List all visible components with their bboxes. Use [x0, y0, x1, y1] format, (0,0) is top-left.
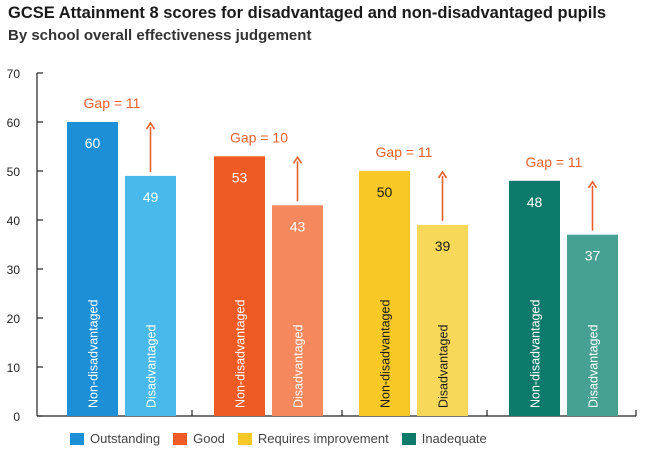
gap-label-requires-improvement: Gap = 11 — [376, 144, 433, 160]
gap-arrow-head — [437, 170, 448, 179]
bar-category-label: Disadvantaged — [145, 325, 159, 408]
y-tick-label: 50 — [7, 165, 21, 179]
bar-inadequate-non-disadvantaged — [509, 180, 560, 416]
data-label-requires-improvement-non-disadvantaged: 50 — [377, 184, 393, 200]
bar-good-non-disadvantaged — [214, 156, 265, 417]
gap-label-outstanding: Gap = 11 — [84, 95, 141, 111]
data-label-good-disadvantaged: 43 — [290, 218, 306, 234]
chart-legend: Outstanding Good Requires improvement In… — [70, 431, 500, 446]
gap-label-good: Gap = 10 — [230, 129, 288, 145]
bar-requires-improvement-non-disadvantaged — [359, 171, 410, 416]
legend-swatch-inadequate — [401, 432, 416, 445]
bar-outstanding-non-disadvantaged — [67, 122, 118, 416]
legend-label-outstanding: Outstanding — [90, 431, 161, 446]
y-tick-label: 60 — [7, 116, 21, 130]
legend-item-requires-improvement: Requires improvement — [237, 431, 389, 446]
gap-label-inadequate: Gap = 11 — [526, 154, 583, 170]
bar-category-label: Non-disadvantaged — [529, 300, 543, 408]
data-label-inadequate-non-disadvantaged: 48 — [527, 194, 543, 210]
y-tick-label: 30 — [7, 263, 21, 277]
y-tick-label: 70 — [7, 67, 21, 81]
chart-title: GCSE Attainment 8 scores for disadvantag… — [8, 4, 607, 22]
data-label-inadequate-disadvantaged: 37 — [585, 248, 601, 264]
bar-good-disadvantaged — [272, 205, 323, 416]
legend-swatch-outstanding — [70, 432, 84, 445]
y-tick-label: 0 — [13, 410, 20, 424]
legend-swatch-good — [173, 432, 188, 445]
bar-outstanding-disadvantaged — [125, 175, 176, 416]
legend-label-good: Good — [193, 431, 225, 446]
bar-category-label: Non-disadvantaged — [87, 300, 101, 408]
y-tick-label: 20 — [7, 312, 21, 326]
bar-category-label: Non-disadvantaged — [379, 300, 393, 408]
legend-item-good: Good — [173, 431, 225, 446]
gap-arrow-head — [587, 180, 598, 189]
data-label-good-non-disadvantaged: 53 — [232, 169, 248, 185]
gap-arrow-head — [145, 121, 156, 130]
bar-inadequate-disadvantaged — [567, 234, 618, 416]
chart-subtitle: By school overall effectiveness judgemen… — [8, 27, 312, 44]
y-tick-label: 10 — [7, 361, 21, 375]
legend-label-requires-improvement: Requires improvement — [257, 431, 389, 446]
legend-swatch-requires-improvement — [237, 432, 252, 445]
data-label-outstanding-disadvantaged: 49 — [143, 189, 159, 205]
bar-category-label: Disadvantaged — [292, 325, 306, 408]
bar-category-label: Disadvantaged — [587, 325, 601, 408]
y-tick-label: 40 — [7, 214, 21, 228]
bar-category-label: Non-disadvantaged — [234, 300, 248, 408]
data-label-outstanding-non-disadvantaged: 60 — [85, 135, 101, 151]
gap-arrow-head — [292, 155, 303, 164]
legend-label-inadequate: Inadequate — [421, 431, 487, 446]
bar-category-label: Disadvantaged — [437, 325, 451, 408]
bar-requires-improvement-disadvantaged — [417, 224, 468, 416]
legend-item-inadequate: Inadequate — [401, 431, 487, 446]
data-label-requires-improvement-disadvantaged: 39 — [435, 238, 451, 254]
legend-item-outstanding: Outstanding — [70, 431, 160, 446]
